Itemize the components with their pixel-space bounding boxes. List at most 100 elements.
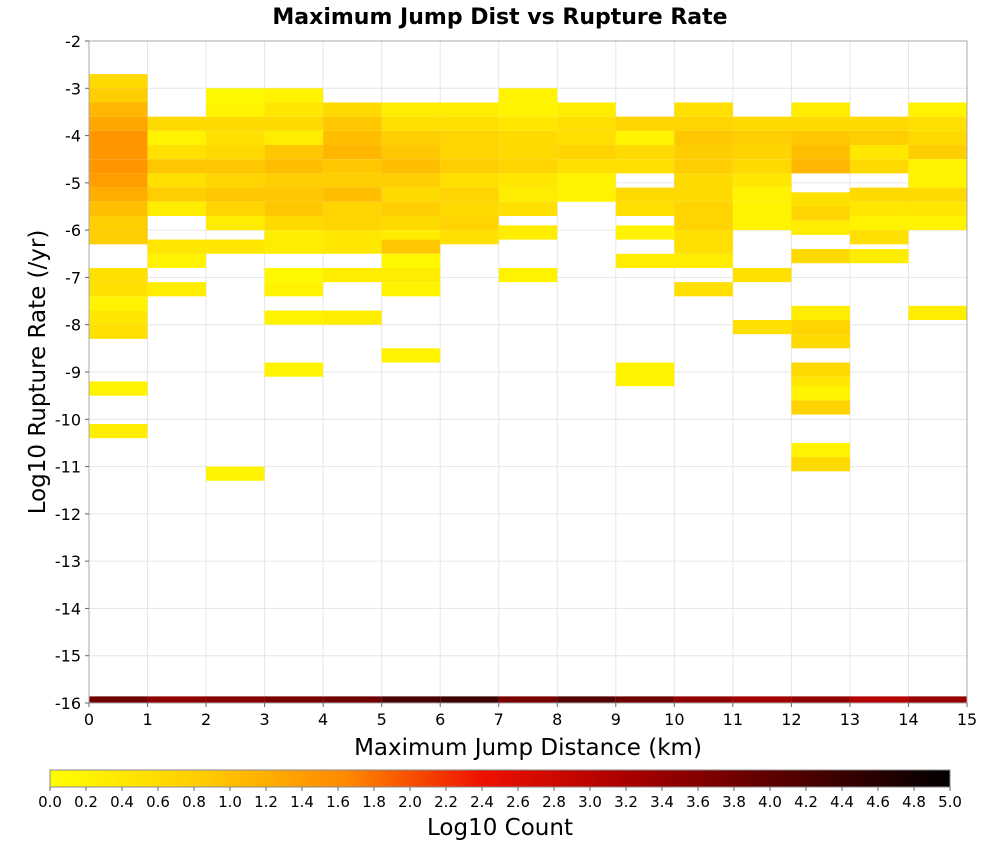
colorbar-tick-label: 3.4 [650,793,674,811]
colorbar-tick-label: 3.8 [722,793,746,811]
heatmap-cell [440,116,499,131]
heatmap-cell [849,116,909,131]
heatmap-cell [264,145,324,160]
colorbar: 0.0 0.2 0.4 0.6 0.8 1.0 1.2 1.4 1.6 1.8 2.0 2.2 2.4 2… [38,769,962,841]
heatmap-cell [264,159,324,174]
heatmap-cell-bottom [89,696,148,703]
heatmap-cell [323,239,382,254]
colorbar-tick-label: 4.4 [830,793,854,811]
x-axis-label: Maximum Jump Distance (km) [354,735,702,761]
heatmap-cell [264,282,324,297]
heatmap-cell [89,296,148,311]
heatmap-cell [791,192,850,207]
colorbar-tick-label: 2.4 [470,793,494,811]
heatmap-cell [732,173,792,188]
x-tick-label: 9 [611,710,621,729]
heatmap-cell [264,310,324,325]
heatmap-cell [323,145,382,160]
heatmap-cell [264,88,324,103]
heatmap-cell [206,201,265,216]
chart-title: Maximum Jump Dist vs Rupture Rate [272,5,727,30]
x-tick-label: 2 [201,710,211,729]
heatmap-cell [89,173,148,188]
colorbar-tick-label: 2.8 [542,793,566,811]
heatmap-cell [908,159,967,174]
heatmap-cell [849,145,909,160]
heatmap-cell [206,173,265,188]
heatmap-cell [615,201,675,216]
heatmap-cell [89,88,148,103]
colorbar-tick-label: 4.0 [758,793,782,811]
y-tick-label: -9 [65,363,81,382]
x-tick-label: 13 [840,710,860,729]
heatmap-cell-bottom [791,696,850,703]
heatmap-cell [791,249,850,264]
heatmap-cell [89,145,148,160]
heatmap-cell [381,116,441,131]
heatmap-cell [732,201,792,216]
x-tick-label: 4 [318,710,328,729]
heatmap-cell [440,159,499,174]
heatmap-cell [206,466,265,481]
colorbar-gradient [49,769,951,788]
heatmap-cell [732,130,792,146]
x-tick-label: 1 [142,710,152,729]
heatmap-cell [557,187,616,202]
heatmap-cell [147,159,207,174]
x-tick-label: 14 [898,710,918,729]
x-tick-label: 7 [494,710,504,729]
colorbar-tick-label: 4.6 [866,793,890,811]
y-tick-label: -11 [55,458,81,477]
heatmap-cell [615,372,675,387]
heatmap-cell [264,239,324,254]
heatmap-cell [147,130,207,146]
heatmap-cell [89,424,148,439]
heatmap-cell [264,102,324,117]
heatmap-cell [674,116,733,131]
heatmap-cell [557,159,616,174]
heatmap-cell [791,130,850,146]
heatmap-cell [381,145,441,160]
heatmap-cell [849,215,909,231]
heatmap-cell [206,159,265,174]
colorbar-tick-label: 4.2 [794,793,818,811]
heatmap-cell [381,102,441,117]
colorbar-label: Log10 Count [427,815,573,841]
heatmap-cell [89,310,148,325]
heatmap-cell [440,145,499,160]
colorbar-ticks: 0.0 0.2 0.4 0.6 0.8 1.0 1.2 1.4 1.6 1.8 2.0 2.2 2.4 2… [38,787,962,811]
heatmap-cell [440,201,499,216]
x-tick-label: 8 [552,710,562,729]
heatmap-cell [206,102,265,117]
y-tick-label: -8 [65,316,81,335]
heatmap-cell-bottom [732,696,792,703]
heatmap-cell [791,206,850,221]
heatmap-cell [89,282,148,297]
heatmap-cell [498,116,558,131]
heatmap-cell [557,102,616,117]
heatmap-cell-bottom [908,696,967,703]
heatmap-cell [791,334,850,349]
heatmap-cell [147,201,207,216]
heatmap-cell [498,159,558,174]
heatmap-cell [908,145,967,160]
heatmap-cell [206,116,265,131]
heatmap-cell [381,253,441,268]
heatmap-cell [147,239,207,254]
heatmap-cell [323,116,382,131]
colorbar-tick-label: 1.2 [254,793,278,811]
heatmap-cell [849,187,909,202]
colorbar-tick-label: 0.2 [74,793,98,811]
heatmap-cell [381,159,441,174]
heatmap-cell [557,116,616,131]
heatmap-cell [381,187,441,202]
heatmap-cell [264,116,324,131]
heatmap-cell-bottom [615,696,675,703]
colorbar-tick-label: 1.0 [218,793,242,811]
heatmap-cell [791,305,850,320]
heatmap-cell [615,145,675,160]
heatmap-cell [147,173,207,188]
heatmap-cell [264,215,324,231]
y-tick-label: -12 [55,505,81,524]
